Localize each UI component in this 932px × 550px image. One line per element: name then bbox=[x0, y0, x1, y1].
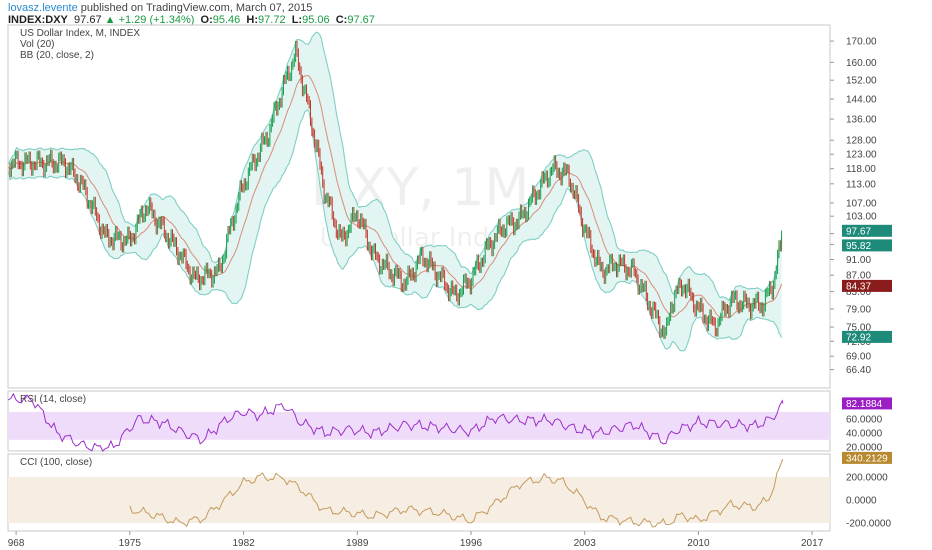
rsi-value-badge-text: 82.1884 bbox=[846, 399, 883, 410]
x-tick-label: 2017 bbox=[801, 538, 824, 549]
rsi-value-badge-bg bbox=[842, 397, 892, 410]
rsi-y-tick-label: 60.0000 bbox=[846, 414, 883, 425]
symbol-label: INDEX:DXY bbox=[8, 14, 68, 26]
price-y-tick-label: 69.00 bbox=[846, 352, 871, 363]
price-y-tick-label: 103.00 bbox=[846, 212, 877, 223]
x-tick-label: 2010 bbox=[687, 538, 710, 549]
bb-upper-badge: 95.82 bbox=[842, 239, 892, 252]
bb-upper-badge-bg bbox=[842, 239, 892, 252]
cci-legend: CCI (100, close) bbox=[20, 457, 92, 468]
close-value: 97.67 bbox=[347, 14, 375, 26]
cci-line bbox=[129, 458, 784, 528]
last-price-badge-bg bbox=[842, 224, 892, 237]
price-y-tick-label: 152.00 bbox=[846, 76, 877, 87]
bb-upper-badge-text: 95.82 bbox=[846, 241, 871, 252]
quote-line: INDEX:DXY 97.67 ▲ +1.29 (+1.34%) O:95.46… bbox=[8, 14, 375, 27]
price-y-tick-label: 144.00 bbox=[846, 95, 877, 106]
publish-text: published on TradingView.com, March 07, … bbox=[80, 2, 313, 14]
low-label: L: bbox=[291, 14, 303, 26]
cci-value-badge-text: 340.2129 bbox=[846, 453, 888, 464]
price-y-tick-label: 136.00 bbox=[846, 115, 877, 126]
open-value: 95.46 bbox=[212, 14, 241, 26]
x-tick-label: 2003 bbox=[574, 538, 597, 549]
high-label: H: bbox=[246, 14, 259, 26]
cci-y-tick-label: 200.0000 bbox=[846, 473, 888, 484]
x-tick-label: 1996 bbox=[460, 538, 483, 549]
low-value: 95.06 bbox=[302, 14, 330, 26]
bb-lower-badge-bg bbox=[842, 330, 892, 343]
price-y-tick-label: 128.00 bbox=[846, 136, 877, 147]
price-candles bbox=[9, 40, 783, 339]
x-tick-label: 1989 bbox=[346, 538, 369, 549]
rsi-y-tick-label: 20.0000 bbox=[846, 442, 883, 453]
price-y-tick-label: 170.00 bbox=[846, 37, 877, 48]
rsi-value-badge: 82.1884 bbox=[842, 397, 892, 410]
last-price: 97.67 bbox=[74, 14, 102, 26]
price-panel bbox=[7, 24, 831, 389]
price-y-tick-label: 91.00 bbox=[846, 255, 871, 266]
publish-line: lovasz.levente published on TradingView.… bbox=[8, 2, 312, 15]
cci-y-tick-label: 0.0000 bbox=[846, 496, 877, 507]
price-legend-2: BB (20, close, 2) bbox=[20, 50, 94, 61]
bb-basis-badge: 84.37 bbox=[842, 279, 892, 292]
bollinger-basis bbox=[8, 75, 783, 319]
price-legend-1: Vol (20) bbox=[20, 39, 54, 50]
x-tick-label: 1975 bbox=[119, 538, 142, 549]
bollinger-lower bbox=[8, 109, 783, 352]
rsi-y-tick-label: 40.0000 bbox=[846, 428, 883, 439]
price-y-tick-label: 118.00 bbox=[846, 164, 876, 175]
author-link[interactable]: lovasz.levente bbox=[8, 2, 78, 14]
rsi-line bbox=[7, 392, 784, 452]
cci-y-tick-label: -200.0000 bbox=[846, 519, 891, 530]
price-y-tick-label: 83.00 bbox=[846, 287, 871, 298]
bb-lower-badge: 72.92 bbox=[842, 330, 892, 343]
cci-value-badge-bg bbox=[842, 451, 892, 464]
open-label: O: bbox=[200, 14, 213, 26]
x-tick-label: 968 bbox=[8, 538, 25, 549]
price-y-tick-label: 87.00 bbox=[846, 271, 871, 282]
cci-value-badge: 340.2129 bbox=[842, 451, 892, 464]
price-y-tick-label: 107.00 bbox=[846, 198, 877, 209]
bollinger-fill bbox=[8, 32, 782, 351]
price-change: ▲ +1.29 (+1.34%) bbox=[104, 14, 195, 26]
bb-basis-badge-text: 84.37 bbox=[846, 281, 871, 292]
rsi-legend: RSI (14, close) bbox=[20, 394, 86, 405]
price-y-tick-label: 160.00 bbox=[846, 58, 877, 69]
last-price-badge: 97.67 bbox=[842, 224, 892, 237]
bb-lower-badge-text: 72.92 bbox=[846, 332, 871, 343]
close-label: C: bbox=[335, 14, 348, 26]
price-y-tick-label: 123.00 bbox=[846, 150, 877, 161]
cci-band bbox=[8, 477, 830, 523]
price-y-tick-label: 66.40 bbox=[846, 365, 871, 376]
price-y-tick-label: 113.00 bbox=[846, 179, 876, 190]
bb-basis-badge-bg bbox=[842, 279, 892, 292]
x-tick-label: 1982 bbox=[232, 538, 255, 549]
last-price-badge-text: 97.67 bbox=[846, 226, 871, 237]
price-y-tick-label: 75.00 bbox=[846, 323, 871, 334]
price-legend-0: US Dollar Index, M, INDEX bbox=[20, 28, 140, 39]
high-value: 97.72 bbox=[258, 14, 286, 26]
price-y-tick-label: 79.00 bbox=[846, 304, 871, 315]
